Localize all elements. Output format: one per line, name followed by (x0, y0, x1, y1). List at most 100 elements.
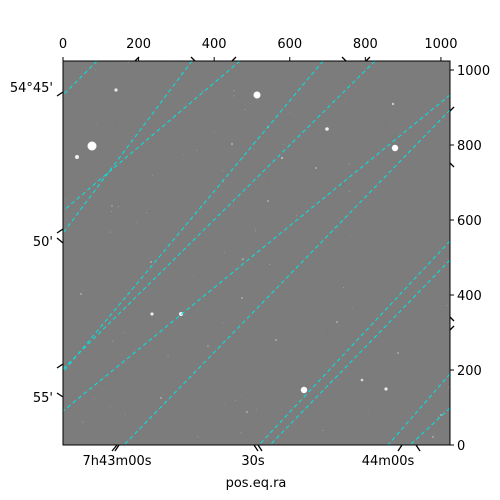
ra-tick-label: 7h43m00s (82, 454, 151, 469)
noise-speck (446, 314, 448, 315)
noise-speck (397, 230, 399, 232)
star (246, 411, 248, 413)
noise-speck (430, 289, 432, 291)
noise-speck (384, 125, 386, 127)
star (114, 88, 118, 92)
noise-speck (112, 340, 114, 342)
noise-speck (192, 274, 194, 276)
noise-speck (253, 149, 255, 151)
top-pixel-axis: 0 200 400 600 800 1000 (59, 37, 457, 61)
noise-speck (94, 69, 96, 71)
noise-speck (65, 199, 67, 201)
noise-speck (97, 196, 99, 198)
noise-speck (115, 124, 117, 126)
noise-speck (93, 416, 95, 418)
dec-grid-line (63, 61, 324, 373)
top-tick-label: 200 (126, 37, 151, 52)
noise-speck (82, 421, 84, 423)
noise-speck (318, 394, 320, 396)
star (253, 91, 261, 99)
dec-grid-line (258, 240, 450, 445)
noise-speck (344, 100, 346, 102)
noise-speck (213, 131, 215, 133)
right-pixel-axis: 0 200 400 600 800 1000 (450, 64, 490, 454)
x-axis-label: pos.eq.ra (226, 476, 287, 491)
ra-tick-label: 30s (241, 454, 265, 469)
noise-speck (326, 332, 328, 334)
noise-speck (289, 111, 291, 113)
star (280, 156, 284, 160)
noise-speck (367, 412, 369, 414)
noise-speck (322, 430, 324, 431)
noise-speck (95, 87, 97, 89)
star-field (63, 61, 449, 438)
noise-speck (296, 215, 298, 217)
noise-speck (437, 416, 439, 418)
dec-grid-line (387, 373, 450, 445)
noise-speck (318, 249, 320, 251)
noise-speck (169, 196, 171, 198)
noise-speck (109, 231, 111, 233)
ra-grid-line (269, 259, 450, 445)
star (440, 414, 442, 416)
right-tick-label: 200 (457, 364, 482, 379)
noise-speck (368, 332, 370, 334)
noise-speck (252, 276, 254, 278)
noise-speck (160, 215, 161, 217)
noise-speck (252, 85, 253, 87)
coordinate-grid (63, 61, 450, 445)
noise-speck (157, 231, 159, 233)
star (315, 167, 317, 169)
noise-speck (105, 244, 107, 246)
star (391, 144, 399, 152)
star (111, 205, 113, 207)
noise-speck (242, 157, 244, 159)
noise-speck (64, 298, 66, 300)
noise-speck (117, 206, 119, 208)
noise-speck (429, 369, 431, 371)
noise-speck (406, 193, 408, 195)
noise-speck (242, 121, 244, 123)
noise-speck (154, 319, 155, 320)
noise-speck (279, 248, 281, 250)
noise-speck (72, 185, 74, 187)
ra-axis: 7h43m00s 30s 44m00s (82, 444, 421, 469)
star (179, 312, 183, 316)
noise-speck (223, 252, 225, 254)
star (80, 293, 82, 295)
star (207, 345, 209, 347)
star (241, 297, 243, 299)
noise-speck (362, 196, 364, 198)
noise-speck (269, 263, 271, 265)
dec-grid-line (63, 61, 193, 234)
noise-speck (222, 322, 224, 324)
right-tick-label: 800 (457, 139, 482, 154)
noise-speck (241, 259, 243, 261)
noise-speck (152, 174, 154, 176)
noise-speck (180, 72, 182, 74)
noise-speck (299, 208, 301, 210)
right-tick-label: 0 (457, 439, 465, 454)
noise-speck (234, 399, 236, 401)
noise-speck (435, 294, 437, 296)
noise-speck (157, 107, 159, 109)
noise-speck (122, 332, 124, 334)
noise-speck (240, 432, 242, 434)
noise-speck (244, 109, 246, 110)
noise-speck (350, 236, 351, 238)
noise-speck (315, 113, 317, 115)
noise-speck (182, 154, 184, 156)
noise-speck (93, 398, 95, 400)
noise-speck (267, 181, 269, 183)
noise-speck (237, 229, 239, 231)
star (397, 352, 399, 354)
noise-speck (384, 384, 386, 386)
noise-speck (97, 178, 99, 180)
noise-speck (406, 425, 408, 426)
noise-speck (255, 222, 257, 224)
noise-speck (197, 436, 199, 438)
star (230, 142, 234, 146)
noise-speck (96, 141, 98, 143)
noise-speck (413, 263, 415, 265)
